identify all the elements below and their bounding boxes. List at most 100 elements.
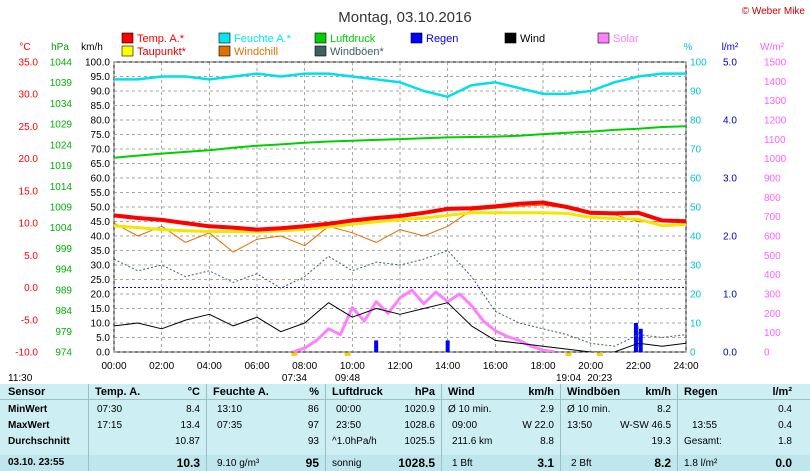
- legend-label: Feuchte A.*: [234, 33, 292, 45]
- time-marker-label: 07:34: [282, 373, 307, 384]
- wind-tick-label: 40.0: [91, 232, 111, 243]
- gust-avg10-value: 8.2: [657, 404, 671, 415]
- rain-tick-label: 4.0: [723, 116, 737, 127]
- solar-tick-label: 1400: [764, 77, 787, 88]
- wind-tick-label: 85.0: [91, 101, 111, 112]
- gust-avg10-label: Ø 10 min.: [567, 404, 611, 415]
- legend-swatch: [314, 45, 327, 57]
- wind-run: 211.6 km: [452, 436, 493, 447]
- column-divider: [560, 384, 561, 471]
- wind-tick-label: 35.0: [91, 246, 111, 257]
- rain-bar: [633, 323, 638, 352]
- pressure-tick-label: 1039: [50, 78, 73, 89]
- pressure-tick-label: 1024: [50, 140, 73, 151]
- wind-tick-label: 5.0: [96, 333, 110, 344]
- wind-tick-label: 80.0: [91, 116, 111, 127]
- pressure-min-time: 00:00: [336, 404, 362, 415]
- solar-tick-label: 1000: [764, 154, 787, 165]
- humidity-tick-label: 60: [690, 174, 702, 185]
- humidity-tick-label: 20: [690, 290, 702, 301]
- humidity-header: Feuchte A.: [213, 386, 269, 398]
- legend-swatch: [218, 32, 231, 44]
- gust-header: Windböen: [567, 386, 621, 398]
- wind-tick-label: 20.0: [91, 290, 111, 301]
- wind-header: Wind: [448, 386, 475, 398]
- pressure-tick-label: 989: [55, 285, 72, 296]
- pressure-tick-label: 1044: [50, 58, 73, 69]
- x-tick-label: 08:00: [292, 361, 317, 372]
- humidity-tick-label: 100: [690, 58, 707, 69]
- rain-max-time: 13:55: [692, 420, 718, 431]
- solar-tick-label: 800: [764, 193, 781, 204]
- legend-label: Taupunkt*: [137, 46, 187, 58]
- chart-title: Montag, 03.10.2016: [338, 9, 471, 26]
- pressure-unit: hPa: [414, 386, 435, 398]
- humidity-max-time: 07:35: [217, 420, 243, 431]
- humidity-unit: %: [309, 386, 319, 398]
- x-tick-label: 06:00: [244, 361, 269, 372]
- solar-tick-label: 100: [764, 328, 781, 339]
- min-row-label: MinWert: [8, 404, 48, 415]
- rain-column: Regen l/m² 0.4 13:55 0.4 Gesamt: 1.8 1.8…: [678, 384, 796, 471]
- legend-swatch: [597, 32, 610, 44]
- pressure-tick-label: 979: [55, 327, 72, 338]
- solar-tick-label: 700: [764, 212, 781, 223]
- x-tick-label: 14:00: [435, 361, 460, 372]
- rain-header: Regen: [684, 386, 718, 398]
- humidity-current-value: 95: [305, 456, 319, 470]
- time-marker-label: 19:04: [556, 373, 581, 384]
- axis-headers: °C hPa km/h % l/m² W/m²: [19, 42, 784, 53]
- series-line-wind: [114, 302, 686, 352]
- series-line-windböen: [114, 250, 686, 347]
- rain-tick-label: 2.0: [723, 232, 737, 243]
- pressure-tick-label: 999: [55, 244, 72, 255]
- temp-tick-label: -10.0: [15, 348, 38, 359]
- wind-tick-label: 70.0: [91, 145, 111, 156]
- temp-avg-value: 10.87: [174, 436, 200, 447]
- series-group: [114, 72, 686, 352]
- wind-tick-label: 50.0: [91, 203, 111, 214]
- time-marker-label: 09:48: [335, 373, 360, 384]
- wind-tick-label: 15.0: [91, 304, 111, 315]
- temp-min-value: 8.4: [186, 404, 200, 415]
- gust-current-value: 8.2: [654, 456, 671, 470]
- column-divider: [441, 384, 442, 471]
- series-line-temp-a: [114, 200, 686, 232]
- column-divider: [88, 384, 89, 471]
- column-divider: [677, 384, 678, 471]
- time-marker: [596, 353, 603, 356]
- pressure-tick-label: 1029: [50, 120, 73, 131]
- temp-max-time: 17:15: [97, 420, 123, 431]
- legend-label: Regen: [426, 33, 458, 45]
- temp-max-value: 13.4: [180, 420, 200, 431]
- chart-legend: Temp. A.* Feuchte A.* Luftdruck Regen Wind So…: [121, 32, 639, 58]
- solar-tick-label: 1200: [764, 116, 787, 127]
- solar-tick-label: 1500: [764, 58, 787, 69]
- wind-beaufort: 1 Bft: [452, 458, 473, 469]
- legend-label: Wind: [520, 33, 545, 45]
- humidity-tick-label: 70: [690, 145, 702, 156]
- humidity-tick-label: 0: [690, 348, 696, 359]
- legend-label: Windböen*: [330, 46, 385, 58]
- rain-tick-label: 3.0: [723, 174, 737, 185]
- wind-max-value: W 22.0: [522, 420, 554, 431]
- legend-swatch: [410, 32, 423, 44]
- humidity-min-time: 13:10: [217, 404, 243, 415]
- chart-axes: 35.0 30.0 25.0 20.0 15.0 10.0 5.0 0.0 -5.0 -10.0 1…: [8, 58, 787, 385]
- rain-total-value: 1.8: [778, 436, 792, 447]
- rain-tick-label: 1.0: [723, 290, 737, 301]
- wind-tick-label: 10.0: [91, 319, 111, 330]
- time-marker: [291, 353, 298, 356]
- forecast-text: sonnig: [332, 458, 362, 469]
- pressure-tick-label: 994: [55, 265, 72, 276]
- x-tick-label: 12:00: [387, 361, 412, 372]
- x-tick-label: 02:00: [149, 361, 174, 372]
- legend-swatch: [314, 32, 327, 44]
- avg-row-label: Durchschnitt: [8, 436, 70, 447]
- pressure-trend: ^1.0hPa/h: [332, 436, 377, 447]
- temp-tick-label: 0.0: [24, 283, 38, 294]
- temp-tick-label: 15.0: [19, 186, 39, 197]
- column-divider: [206, 384, 207, 471]
- chart-grid: [113, 61, 687, 353]
- time-marker: [565, 353, 572, 356]
